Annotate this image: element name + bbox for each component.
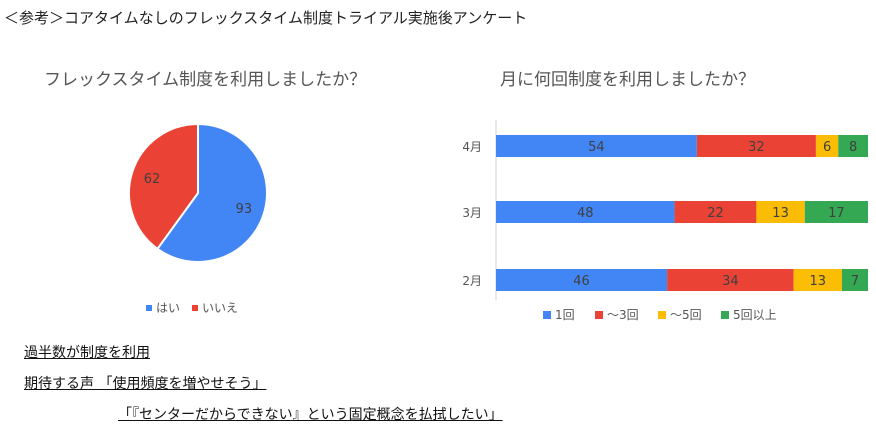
pie-chart: 93 62 — [128, 122, 268, 263]
pie-legend-label: はい — [156, 301, 180, 315]
bar-segment — [815, 135, 839, 157]
bar-segment — [496, 269, 668, 291]
bar-data-label: 32 — [748, 140, 765, 155]
pie-data-label: 93 — [236, 202, 253, 217]
note-majority: 過半数が制度を利用 — [24, 345, 150, 361]
bar-data-label: 17 — [828, 206, 845, 221]
stacked-bar-chart: 4月 54 32 6 8 3月 48 22 13 17 2月 46 34 13 7 — [462, 120, 868, 300]
bar-legend-swatch — [543, 311, 551, 319]
pie-legend-label: いいえ — [202, 301, 238, 315]
bar-data-label: 6 — [823, 140, 831, 155]
bar-data-label: 46 — [573, 274, 590, 289]
bar-data-label: 8 — [849, 140, 857, 155]
pie-legend-swatch — [192, 305, 198, 311]
bar-data-label: 7 — [851, 274, 859, 289]
pie-data-label: 62 — [144, 172, 161, 187]
pie-legend: はい いいえ — [146, 301, 238, 315]
bar-segment — [496, 201, 675, 223]
bar-legend: 1回 ～3回 ～5回 5回以上 — [543, 308, 777, 322]
bar-legend-label: 5回以上 — [733, 308, 777, 322]
bar-segment — [496, 135, 697, 157]
bar-segment — [667, 269, 794, 291]
bar-chart-title: 月に何回制度を利用しましたか？ — [500, 70, 755, 90]
pie-legend-swatch — [146, 305, 152, 311]
bar-legend-swatch — [721, 311, 729, 319]
bar-legend-label: ～5回 — [670, 308, 702, 322]
bar-data-label: 34 — [722, 274, 739, 289]
bar-segment — [804, 201, 868, 223]
bar-segment — [841, 269, 868, 291]
bar-data-label: 22 — [707, 206, 724, 221]
bar-category-label: 4月 — [462, 140, 482, 154]
bar-category-label: 3月 — [462, 206, 482, 220]
bar-segment — [838, 135, 868, 157]
bar-segment — [696, 135, 816, 157]
pie-slice-0 — [156, 122, 268, 263]
bar-data-label: 13 — [772, 206, 789, 221]
bar-legend-label: ～3回 — [607, 308, 639, 322]
note-fixed-concept: 「『センターだからできない』という固定概念を払拭したい」 — [118, 407, 503, 423]
bar-segment — [674, 201, 757, 223]
pie-chart-title: フレックスタイム制度を利用しましたか？ — [44, 70, 367, 90]
bar-data-label: 13 — [810, 274, 827, 289]
bar-legend-label: 1回 — [555, 308, 575, 322]
bar-data-label: 48 — [577, 206, 594, 221]
bar-segment — [756, 201, 805, 223]
bar-segment — [793, 269, 842, 291]
bar-data-label: 54 — [588, 140, 605, 155]
note-expected-voice: 期待する声 「使用頻度を増やせそう」 — [24, 376, 267, 392]
bar-category-label: 2月 — [462, 274, 482, 288]
bar-legend-swatch — [595, 311, 603, 319]
pie-slice-1 — [128, 122, 199, 251]
page-title: ＜参考＞コアタイムなしのフレックスタイム制度トライアル実施後アンケート — [4, 9, 528, 27]
bar-legend-swatch — [658, 311, 666, 319]
